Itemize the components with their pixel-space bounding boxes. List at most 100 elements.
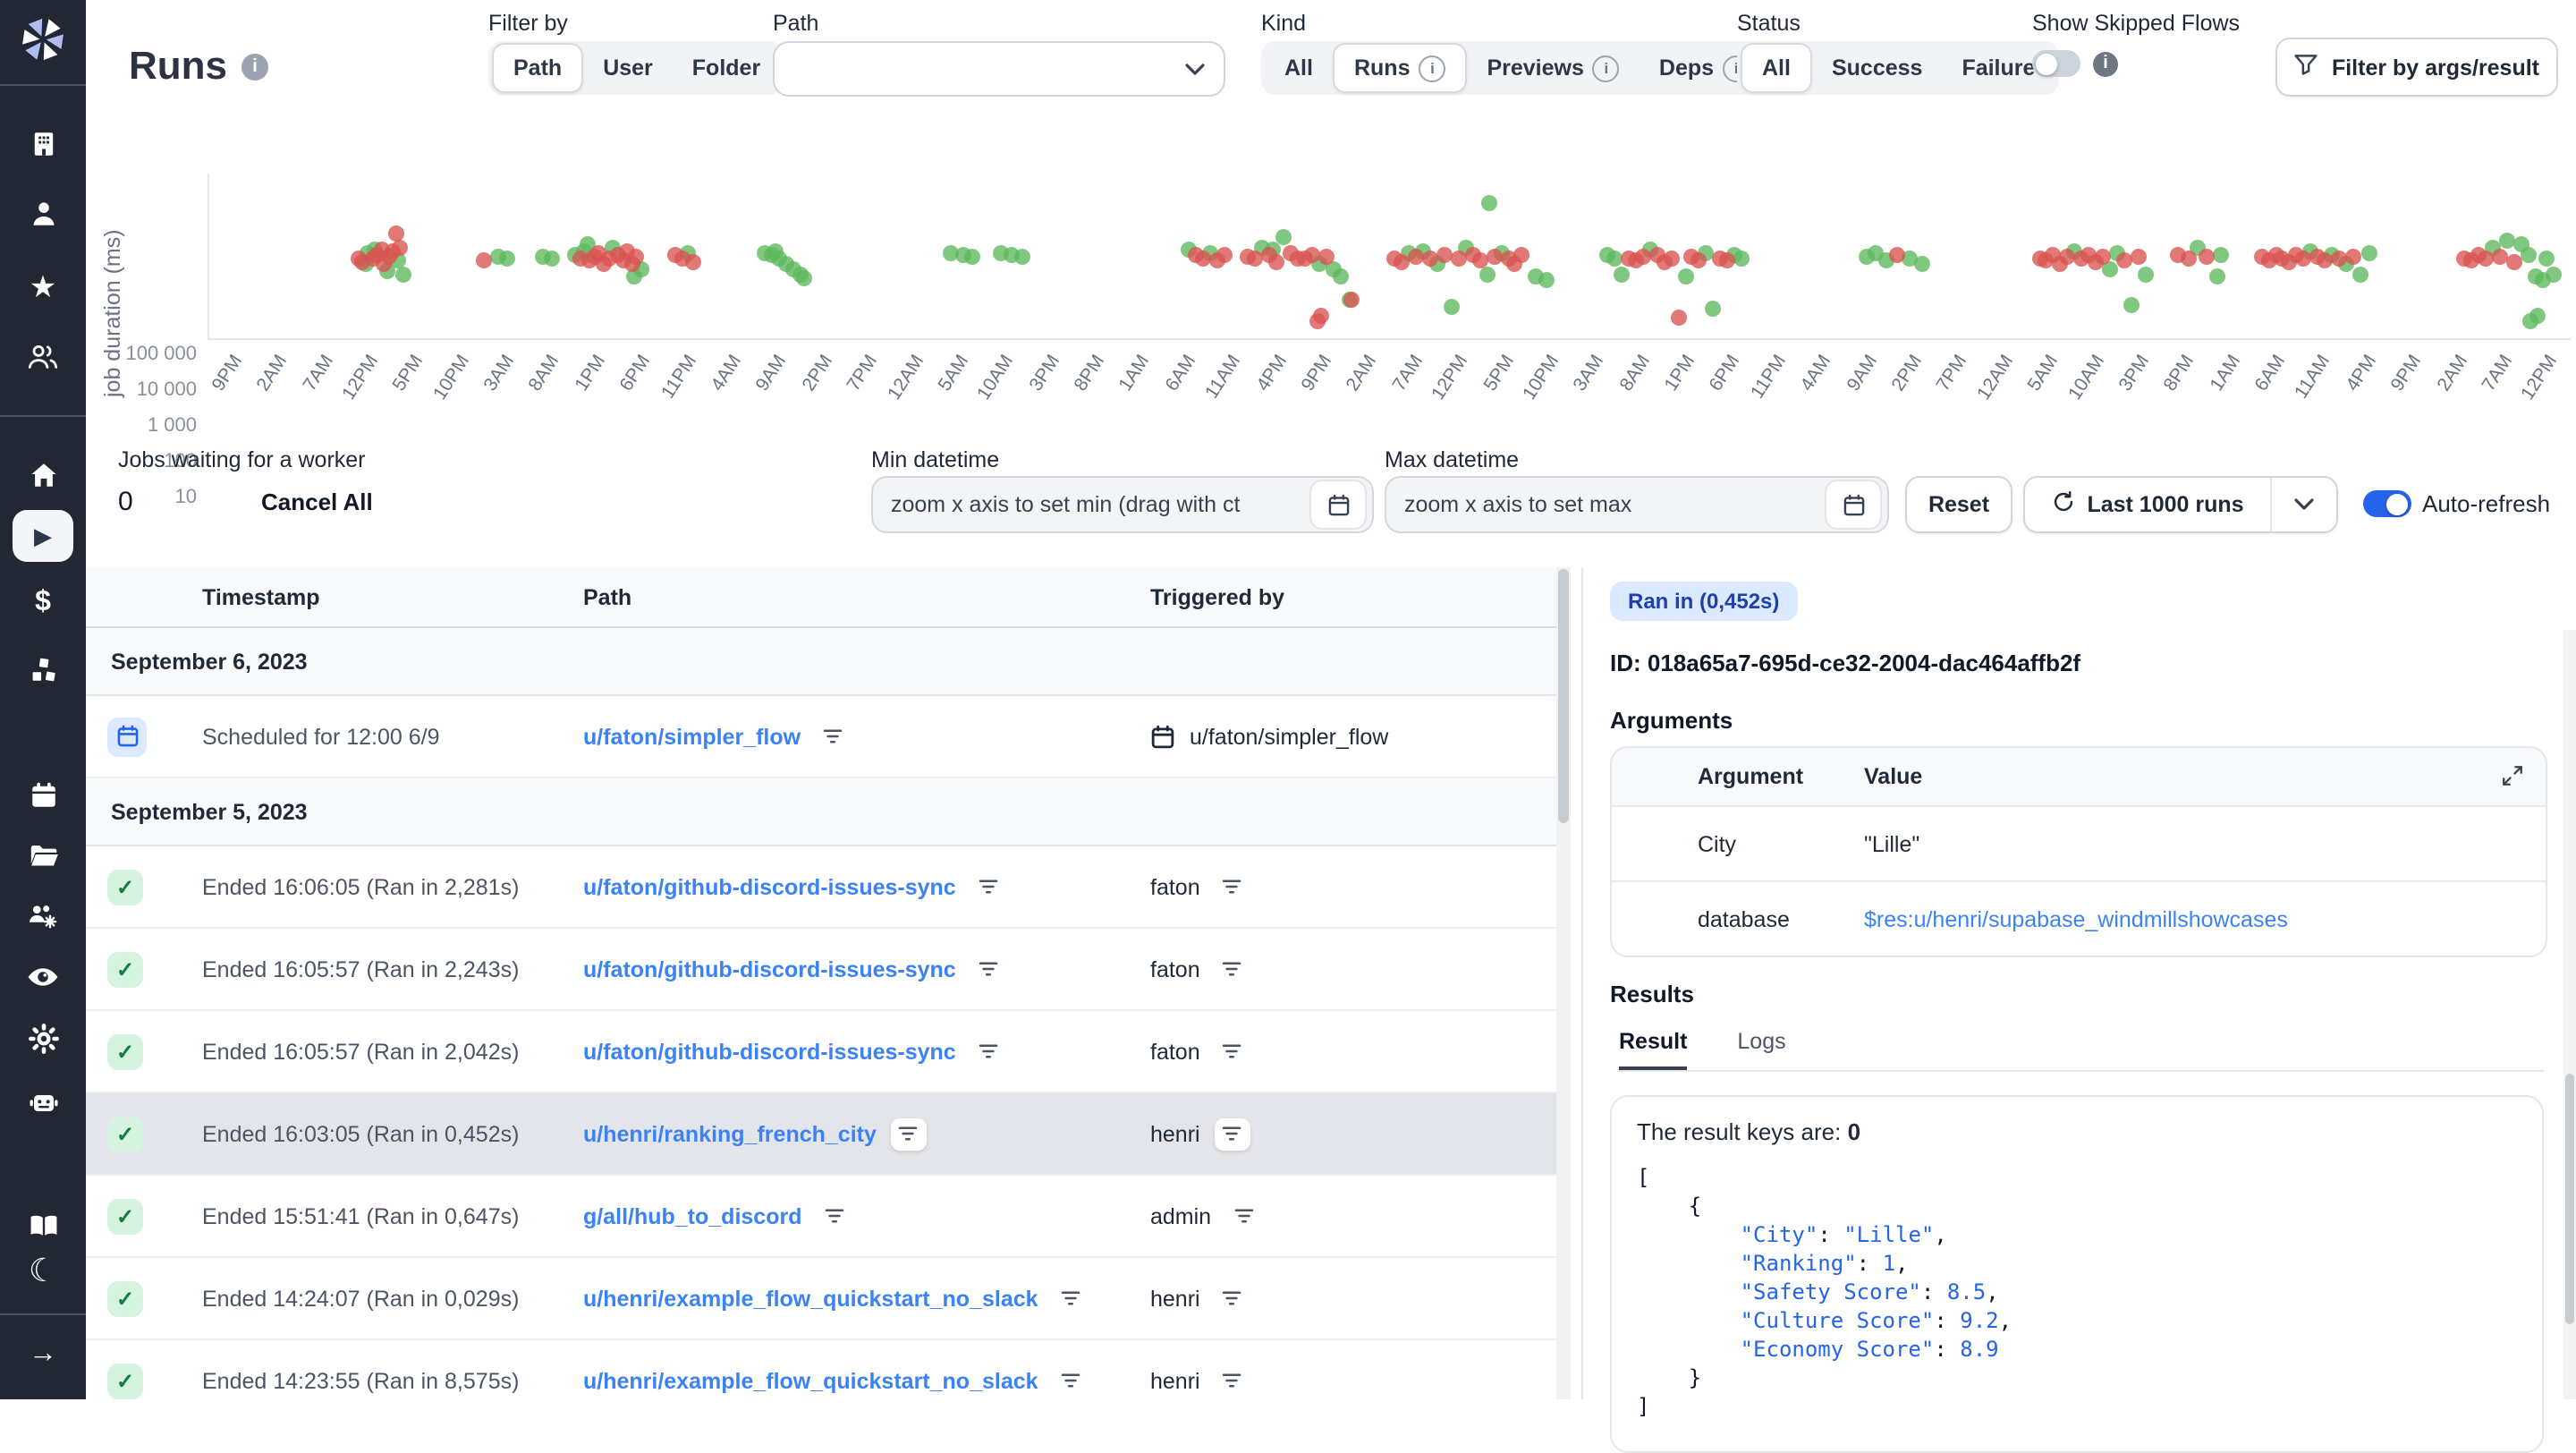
chip-all[interactable]: All — [1741, 43, 1812, 93]
filter-icon[interactable] — [1215, 871, 1250, 903]
table-scrollbar-thumb[interactable] — [1558, 569, 1569, 823]
sidebar-item-building[interactable] — [0, 120, 86, 166]
job-duration-chart[interactable]: job duration (ms) 100 000 10 000 1 000 100 1… — [0, 161, 2576, 508]
row-path-link[interactable]: u/faton/github-discord-issues-sync — [583, 1039, 956, 1064]
sidebar-item-dollar[interactable]: $ — [0, 580, 86, 626]
data-point-failure[interactable] — [1195, 250, 1212, 267]
data-point-failure[interactable] — [2331, 250, 2348, 267]
filter-icon[interactable] — [1215, 1282, 1250, 1314]
path-filter-select[interactable] — [773, 41, 1225, 97]
row-path-link[interactable]: u/henri/example_flow_quickstart_no_slack — [583, 1368, 1038, 1393]
data-point-success[interactable] — [1606, 251, 1623, 268]
data-point-failure[interactable] — [1408, 248, 1425, 265]
filter-icon[interactable] — [970, 1035, 1006, 1067]
chip-previews[interactable]: Previews i — [1467, 45, 1639, 91]
data-point-success[interactable] — [1332, 268, 1349, 285]
row-path-link[interactable]: u/faton/simpler_flow — [583, 724, 801, 749]
data-point-success[interactable] — [2498, 232, 2515, 249]
data-point-failure[interactable] — [2059, 248, 2076, 265]
table-row[interactable]: ✓ Ended 16:06:05 (Ran in 2,281s) u/faton/g… — [86, 846, 1556, 929]
data-point-failure[interactable] — [1663, 250, 1680, 267]
data-point-success[interactable] — [1913, 256, 1929, 273]
sidebar-item-robot[interactable] — [0, 1077, 86, 1124]
sidebar-item-user[interactable] — [0, 190, 86, 236]
table-row[interactable]: ✓ Ended 14:23:55 (Ran in 8,575s) u/henri/e… — [86, 1340, 1556, 1399]
sidebar-item-calendar[interactable] — [0, 771, 86, 818]
filter-icon[interactable] — [1215, 1364, 1250, 1397]
filter-icon[interactable] — [1215, 953, 1250, 985]
data-point-failure[interactable] — [1216, 247, 1233, 264]
sidebar-item-arrow-right[interactable]: → — [0, 1331, 86, 1378]
data-point-failure[interactable] — [1471, 251, 1488, 268]
data-point-failure[interactable] — [2295, 251, 2312, 268]
data-point-success[interactable] — [1479, 266, 1496, 283]
data-point-failure[interactable] — [2116, 251, 2133, 268]
chip-runs[interactable]: Runs i — [1332, 43, 1468, 93]
filter-icon[interactable] — [1215, 1035, 1250, 1067]
last-runs-dropdown-button[interactable] — [2272, 478, 2336, 531]
data-point-failure[interactable] — [2491, 248, 2508, 265]
filter-icon[interactable] — [1053, 1364, 1089, 1397]
cancel-all-button[interactable]: Cancel All — [261, 489, 373, 515]
chip-user[interactable]: User — [583, 45, 673, 91]
row-path-link[interactable]: g/all/hub_to_discord — [583, 1203, 802, 1228]
data-point-failure[interactable] — [2199, 249, 2216, 266]
table-row[interactable]: ✓ Ended 16:03:05 (Ran in 0,452s) u/henri/r… — [86, 1093, 1556, 1176]
row-path-link[interactable]: u/henri/ranking_french_city — [583, 1121, 877, 1146]
data-point-failure[interactable] — [1421, 251, 1438, 268]
data-point-failure[interactable] — [1634, 248, 1651, 265]
chart-plot-area[interactable] — [208, 174, 2571, 340]
data-point-failure[interactable] — [2345, 248, 2362, 265]
data-point-failure[interactable] — [2505, 253, 2522, 270]
data-point-success[interactable] — [1443, 298, 1460, 315]
sidebar-item-users[interactable] — [0, 333, 86, 379]
show-skipped-toggle[interactable] — [2032, 50, 2080, 77]
data-point-failure[interactable] — [1889, 247, 1906, 264]
sidebar-item-play[interactable]: ▶ — [13, 510, 73, 562]
data-point-failure[interactable] — [2095, 249, 2112, 266]
data-point-success[interactable] — [2123, 297, 2140, 314]
chip-failure[interactable]: Failure — [1942, 45, 2055, 91]
filter-icon[interactable] — [970, 953, 1006, 985]
min-datetime-calendar-icon[interactable] — [1309, 480, 1367, 530]
data-point-failure[interactable] — [1436, 247, 1453, 264]
page-scrollbar-thumb[interactable] — [2565, 1074, 2574, 1324]
data-point-failure[interactable] — [392, 239, 409, 256]
data-point-failure[interactable] — [1450, 250, 1467, 267]
data-point-success[interactable] — [543, 251, 560, 268]
filter-icon[interactable] — [1214, 1117, 1250, 1150]
filter-icon[interactable] — [970, 871, 1006, 903]
row-path-link[interactable]: u/faton/github-discord-issues-sync — [583, 956, 956, 981]
auto-refresh-toggle[interactable] — [2363, 490, 2411, 517]
data-point-success[interactable] — [1613, 267, 1630, 284]
data-point-failure[interactable] — [1719, 252, 1736, 269]
min-datetime-input[interactable] — [873, 492, 1309, 517]
data-point-success[interactable] — [498, 250, 515, 267]
data-point-failure[interactable] — [1303, 246, 1320, 263]
filter-icon[interactable] — [1225, 1200, 1261, 1232]
data-point-failure[interactable] — [1394, 253, 1411, 270]
table-row[interactable]: ✓ Ended 14:24:07 (Ran in 0,029s) u/henri/e… — [86, 1258, 1556, 1340]
data-point-failure[interactable] — [2317, 251, 2334, 268]
data-point-failure[interactable] — [1513, 247, 1530, 264]
data-point-success[interactable] — [2520, 246, 2537, 263]
max-datetime-calendar-icon[interactable] — [1825, 480, 1882, 530]
sidebar-item-gear[interactable] — [0, 1015, 86, 1061]
data-point-success[interactable] — [2361, 245, 2378, 262]
data-point-failure[interactable] — [1268, 253, 1285, 270]
sidebar-item-book[interactable] — [0, 1202, 86, 1249]
row-path-link[interactable]: u/faton/github-discord-issues-sync — [583, 874, 956, 899]
sidebar-item-cubes[interactable] — [0, 646, 86, 693]
sidebar-item-moon[interactable]: ☾ — [0, 1247, 86, 1294]
data-point-success[interactable] — [1538, 271, 1555, 288]
data-point-success[interactable] — [2137, 267, 2154, 284]
row-path-link[interactable]: u/henri/example_flow_quickstart_no_slack — [583, 1286, 1038, 1311]
tab-result[interactable]: Result — [1619, 1029, 1688, 1070]
data-point-success[interactable] — [2213, 246, 2230, 263]
table-row[interactable]: ✓ Ended 16:05:57 (Ran in 2,042s) u/faton/g… — [86, 1011, 1556, 1093]
data-point-success[interactable] — [2208, 268, 2224, 285]
data-point-success[interactable] — [2352, 267, 2369, 284]
data-point-failure[interactable] — [1318, 248, 1335, 265]
data-point-failure[interactable] — [685, 253, 702, 270]
chip-success[interactable]: Success — [1812, 45, 1942, 91]
